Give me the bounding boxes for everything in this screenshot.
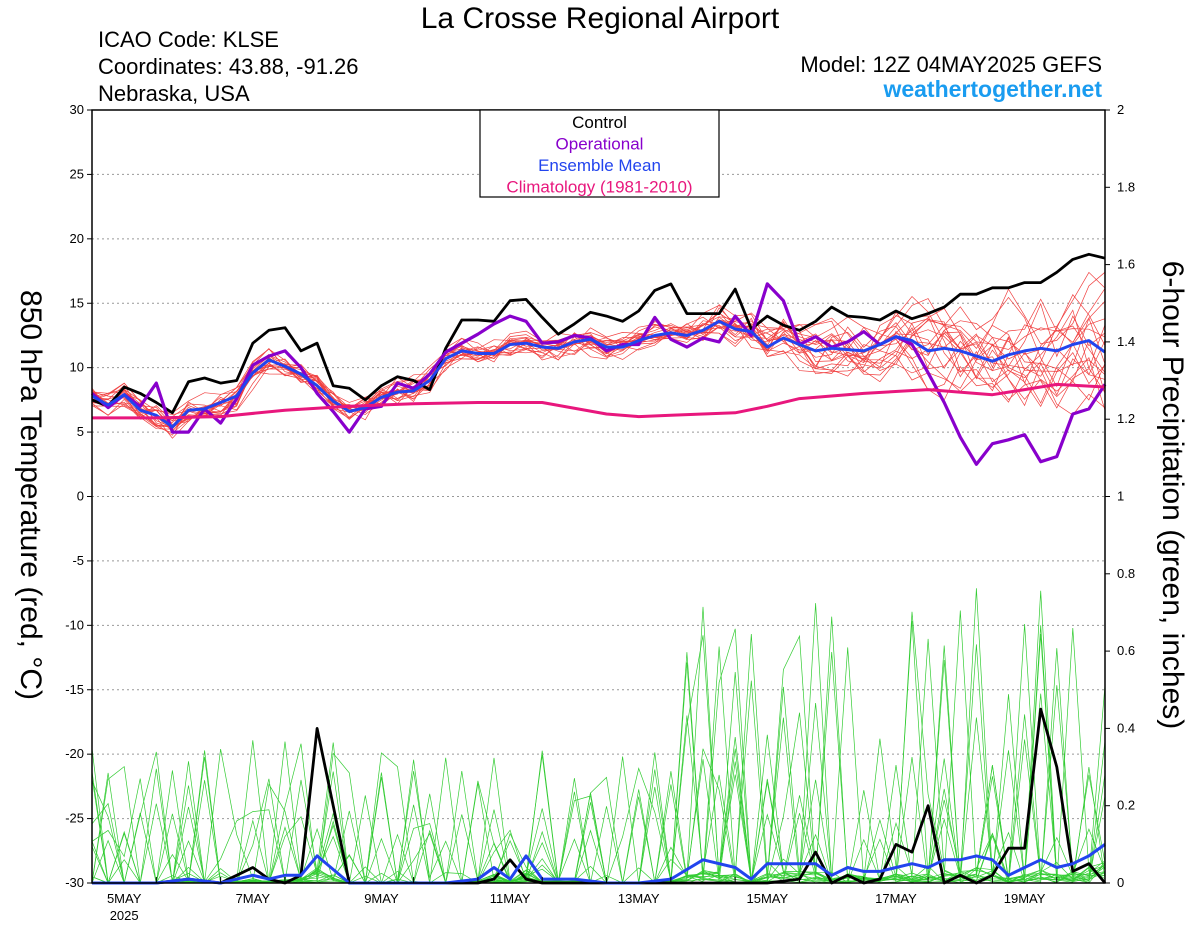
location: Nebraska, USA — [98, 81, 250, 106]
tick-label-x: 9MAY — [364, 891, 399, 906]
precip-member-line — [91, 652, 1106, 884]
temp-member-line — [91, 320, 1106, 427]
tick-label-right: 0.6 — [1117, 643, 1135, 658]
axis-ticks: 302520151050-5-10-15-20-25-3021.81.61.41… — [65, 102, 1135, 923]
temp-member-line — [91, 295, 1106, 427]
tick-label-right: 1.8 — [1117, 179, 1135, 194]
temp-member-line — [91, 302, 1106, 439]
precip-member-line — [91, 648, 1106, 885]
tick-label-x-year: 2025 — [110, 908, 139, 923]
temp-member-line — [91, 288, 1106, 427]
tick-label-right: 1.4 — [1117, 334, 1135, 349]
tick-label-right: 0.2 — [1117, 798, 1135, 813]
tick-label-right: 1.2 — [1117, 411, 1135, 426]
tick-label-left: -30 — [65, 875, 84, 890]
tick-label-x: 7MAY — [236, 891, 271, 906]
legend-entry: Ensemble Mean — [538, 156, 661, 175]
series-line-control-temp — [91, 252, 1106, 415]
temp-member-line — [91, 307, 1106, 429]
tick-label-x: 11MAY — [490, 891, 531, 906]
precip-member-line — [91, 645, 1106, 884]
tick-label-x: 17MAY — [875, 891, 917, 906]
tick-label-right: 0.4 — [1117, 720, 1135, 735]
tick-label-left: 15 — [70, 295, 84, 310]
tick-label-left: 25 — [70, 166, 84, 181]
legend-box — [479, 109, 720, 198]
tick-label-left: 30 — [70, 102, 84, 117]
site-link[interactable]: weathertogether.net — [883, 76, 1102, 102]
tick-label-x: 13MAY — [618, 891, 660, 906]
tick-label-right: 1 — [1117, 489, 1124, 504]
tick-label-left: 0 — [77, 489, 84, 504]
tick-label-right: 0.8 — [1117, 566, 1135, 581]
coordinates: Coordinates: 43.88, -91.26 — [98, 54, 359, 79]
legend-entry: Operational — [556, 135, 644, 154]
chart-legend: Control Operational Ensemble Mean Climatolo… — [479, 109, 720, 198]
model-run: Model: 12Z 04MAY2025 GEFS — [800, 52, 1102, 77]
tick-label-left: 5 — [77, 424, 84, 439]
tick-label-left: 10 — [70, 360, 84, 375]
temp-member-line — [91, 317, 1106, 422]
series-line-ensemble-mean-precip — [92, 843, 1106, 885]
tick-label-left: -10 — [65, 617, 84, 632]
legend-entry: Control — [572, 113, 627, 132]
tick-label-x: 15MAY — [746, 891, 788, 906]
tick-label-right: 0 — [1117, 875, 1124, 890]
series-line-operational-temp — [90, 282, 1107, 466]
precip-member-line — [91, 627, 1106, 884]
page-title: La Crosse Regional Airport — [420, 2, 780, 35]
tick-label-x: 19MAY — [1004, 891, 1046, 906]
tick-label-right: 2 — [1117, 102, 1124, 117]
legend-entry: Climatology (1981-2010) — [506, 178, 692, 197]
temp-member-line — [91, 298, 1106, 436]
tick-label-x: 5MAY — [107, 891, 142, 906]
tick-label-left: -25 — [65, 811, 84, 826]
grid-lines — [92, 173, 1105, 820]
tick-label-left: -15 — [65, 682, 84, 697]
icao-code: ICAO Code: KLSE — [98, 27, 279, 52]
precip-member-line — [92, 638, 1106, 884]
series-line-ensemble-mean-temp — [91, 319, 1106, 429]
tick-label-left: -20 — [65, 746, 84, 761]
tick-label-right: 1.6 — [1117, 257, 1135, 272]
series-line-climatology-1981-2010--temp — [92, 382, 1106, 420]
tick-label-left: 20 — [70, 231, 84, 246]
temp-member-line — [91, 307, 1106, 418]
temp-member-line — [91, 314, 1106, 425]
tick-label-left: -5 — [72, 553, 84, 568]
